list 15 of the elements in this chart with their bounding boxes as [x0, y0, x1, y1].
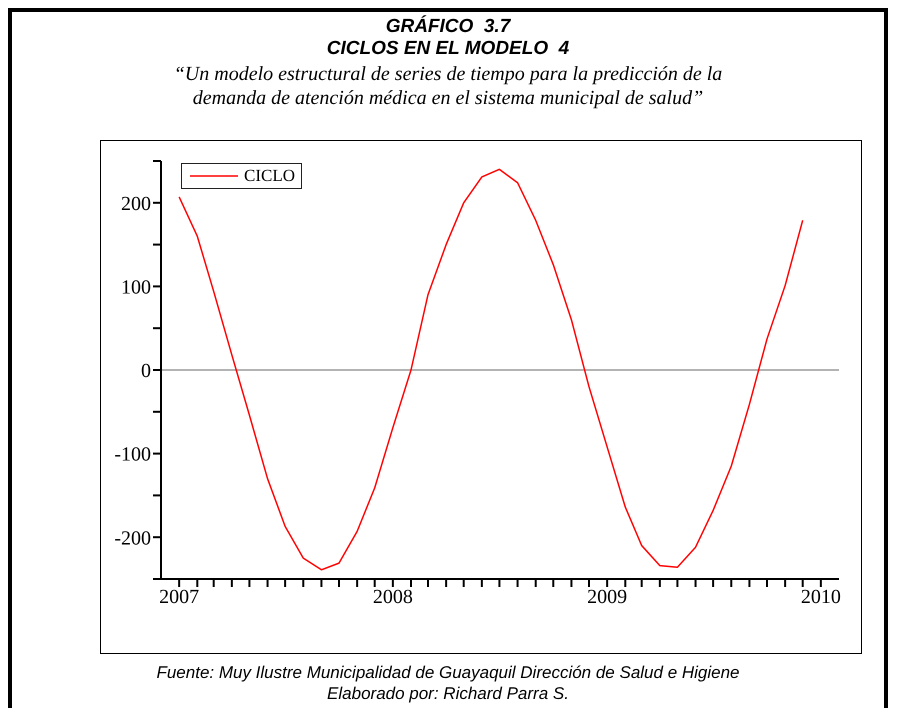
- x-tick-label: 2008: [372, 586, 413, 608]
- y-tick-label: -100: [114, 444, 151, 466]
- y-tick-label: 0: [141, 360, 151, 382]
- chart-title: GRÁFICO 3.7 CICLOS EN EL MODELO 4: [326, 16, 570, 60]
- x-tick-label: 2007: [159, 586, 200, 608]
- chart-subtitle: “Un modelo estructural de series de tiempo para la predicción de la demanda de atención médica en el sistema municipal de salud”: [172, 62, 724, 110]
- x-tick-label: 2010: [800, 586, 841, 608]
- y-tick-label: 100: [121, 276, 151, 298]
- y-tick-label: -200: [114, 527, 151, 550]
- x-tick-label: 2009: [587, 586, 628, 608]
- text: Elaborado por: Richard Parra S.: [326, 683, 570, 704]
- y-tick-label: 200: [121, 192, 151, 215]
- legend-label: CICLO: [244, 166, 295, 186]
- source-note: Fuente: Muy Ilustre Municipalidad de Guayaquil Dirección de Salud e Higiene: [155, 662, 741, 683]
- line-series: [178, 168, 804, 571]
